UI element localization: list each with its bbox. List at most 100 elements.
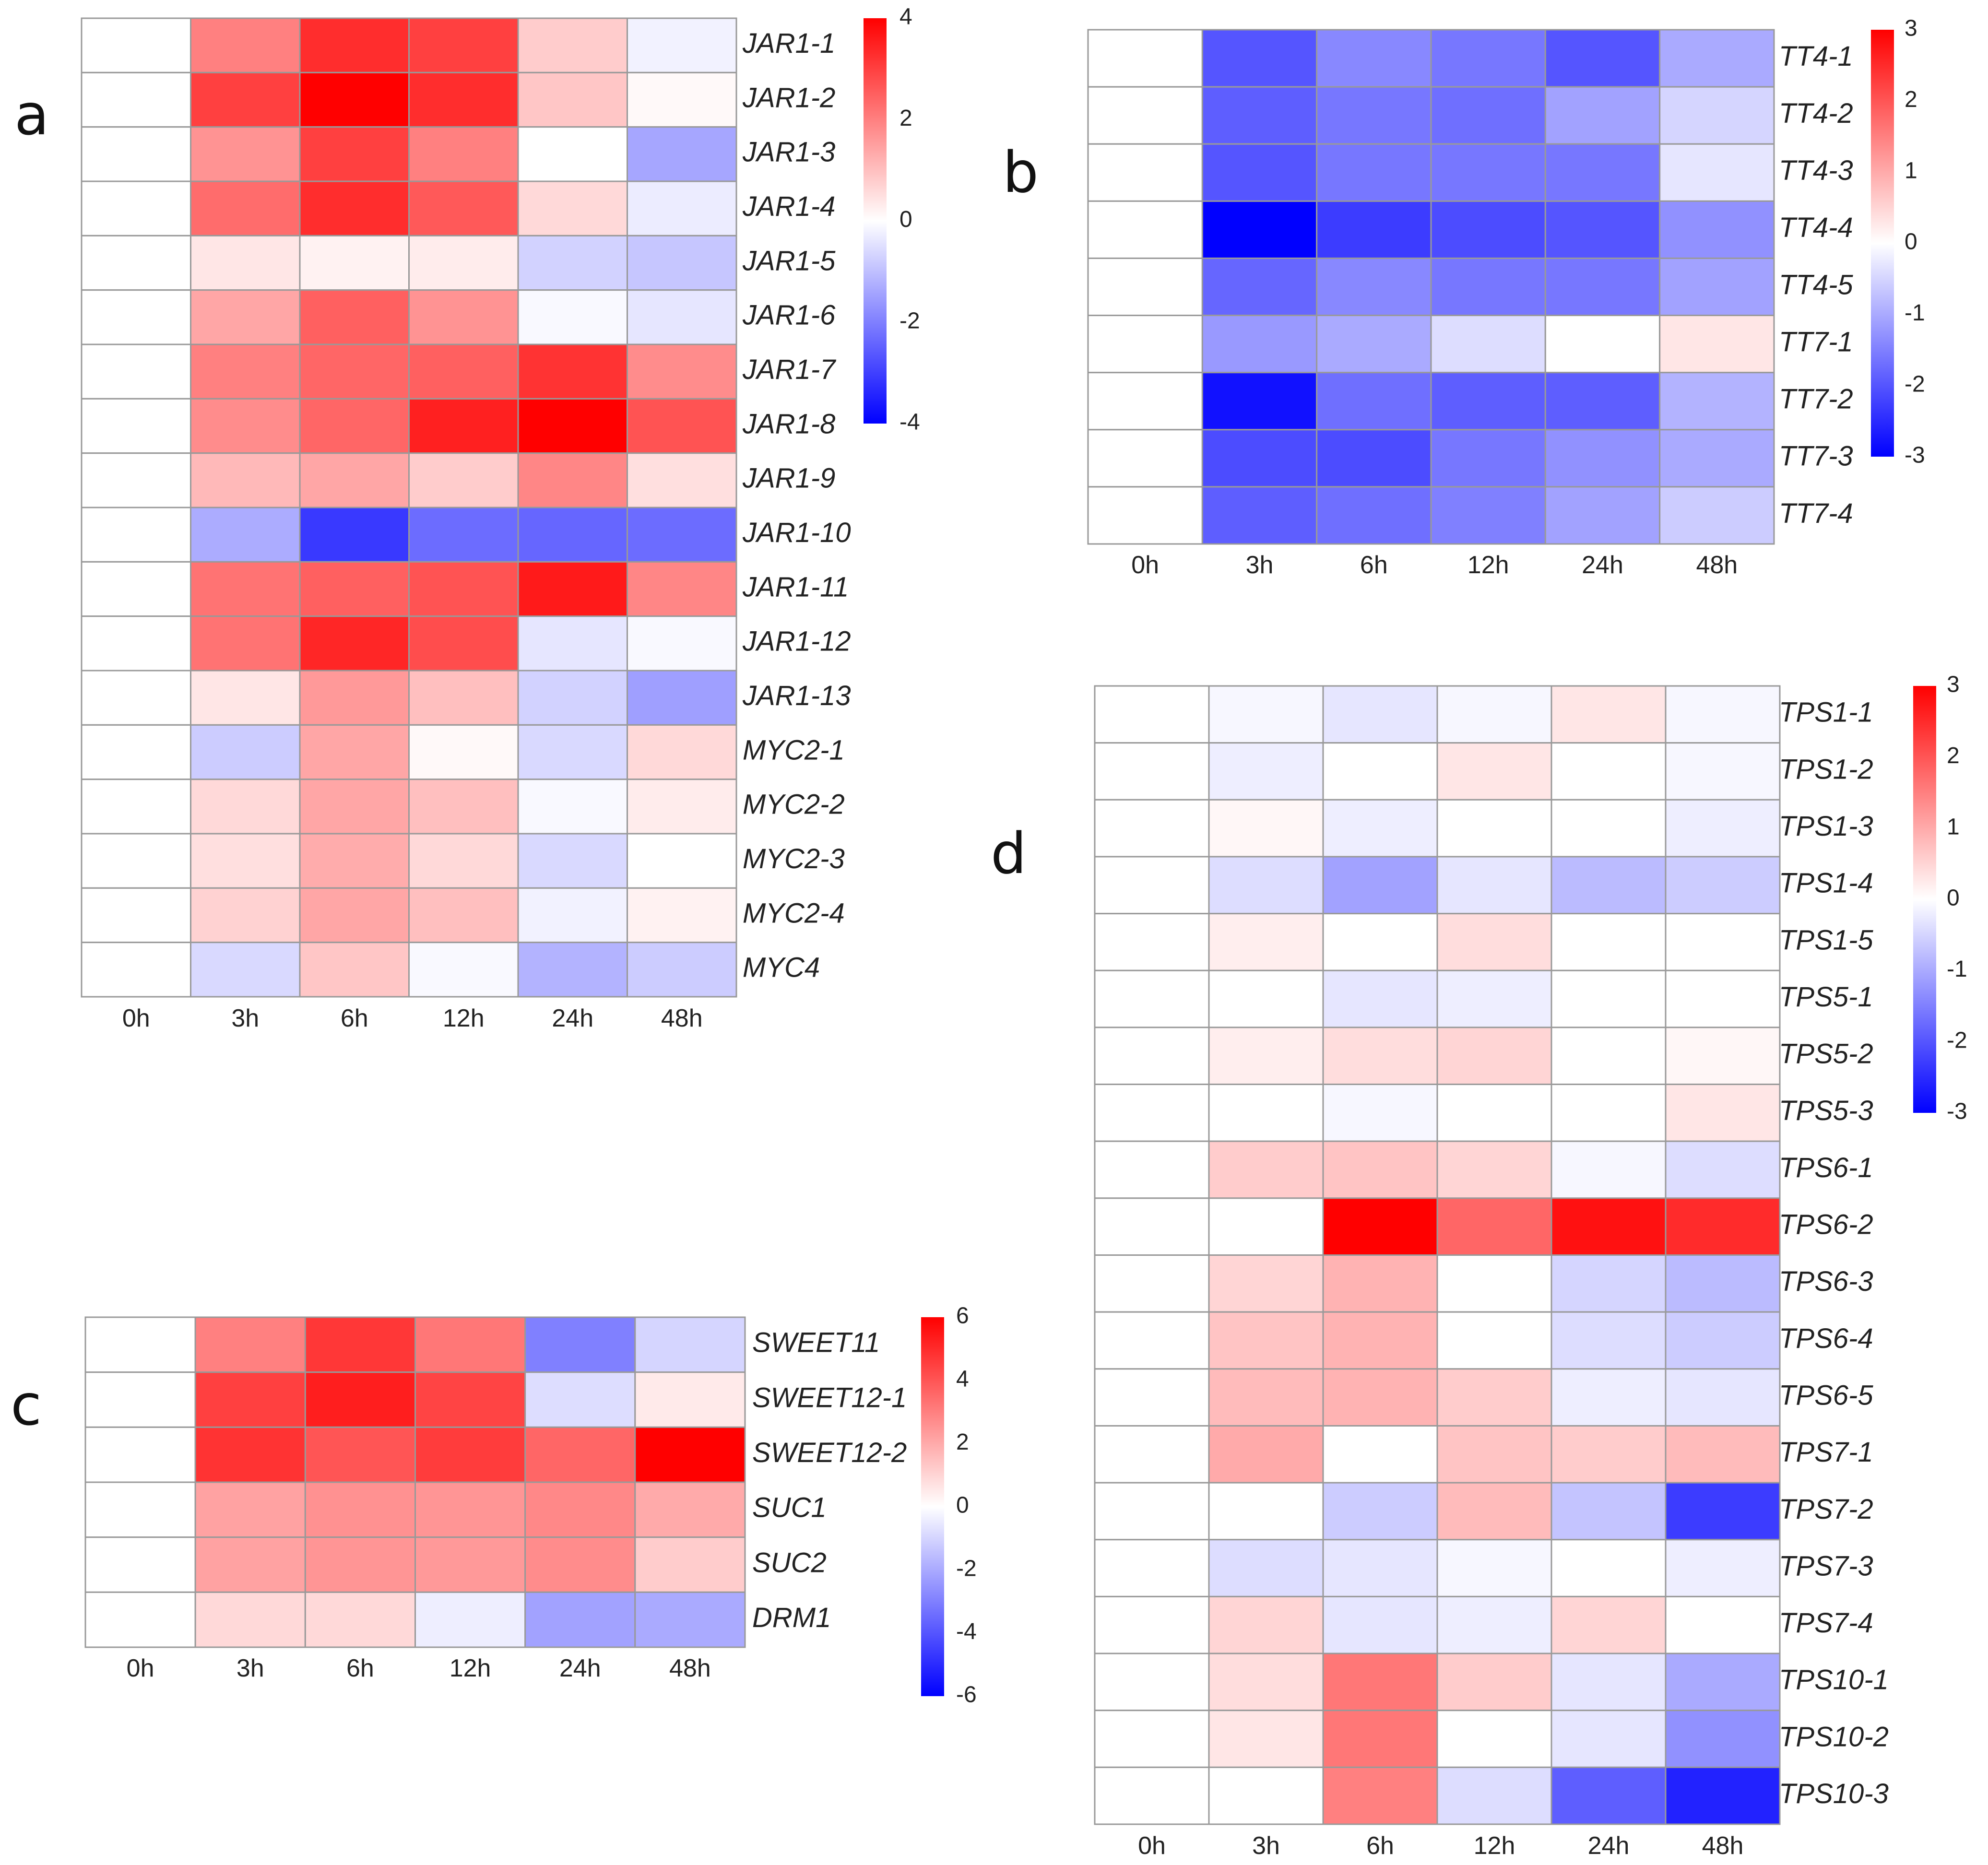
heatmap-cell <box>634 1316 746 1373</box>
heatmap-cell <box>408 670 519 726</box>
heatmap-cell <box>190 452 301 508</box>
heatmap-cell <box>194 1591 306 1648</box>
heatmap-cell <box>194 1536 306 1593</box>
colorbar-tick-label: 0 <box>1905 229 1917 255</box>
heatmap-cell <box>1436 1766 1552 1825</box>
colorbar-tick-label: -6 <box>956 1682 977 1708</box>
row-label: JAR1-4 <box>742 191 835 222</box>
heatmap-cell <box>1436 685 1552 744</box>
heatmap-cell <box>1436 1311 1552 1370</box>
heatmap-cell <box>1550 742 1667 801</box>
heatmap-cell <box>1208 685 1324 744</box>
heatmap-cell <box>1322 1140 1438 1199</box>
row-label: TT7-2 <box>1779 384 1853 415</box>
heatmap-cell <box>81 235 191 291</box>
heatmap-cell <box>1430 200 1546 259</box>
heatmap-panel-b: TT4-1 TT4-2 TT4-3 TT4-4 TT4-5 TT7-1 TT7-2 TT7-3… <box>1087 16 1925 579</box>
colorbar-tick-label: 3 <box>1947 672 1960 697</box>
heatmap-cell <box>627 615 737 672</box>
heatmap-cell <box>1436 913 1552 971</box>
column-label: 12h <box>450 1654 491 1682</box>
row-label: JAR1-11 <box>742 571 849 602</box>
row-label: TPS5-1 <box>1779 981 1873 1013</box>
row-label: TPS1-3 <box>1779 811 1873 842</box>
panel-label-a: a <box>14 82 49 148</box>
heatmap-cell <box>1094 913 1210 971</box>
heatmap-cell <box>1550 1197 1667 1256</box>
heatmap-cell <box>190 235 301 291</box>
heatmap-cell <box>1208 1482 1324 1541</box>
heatmap-cell <box>524 1591 636 1648</box>
heatmap-cell <box>1665 1254 1781 1313</box>
heatmap-cell <box>1659 86 1775 145</box>
heatmap-cell <box>1094 969 1210 1028</box>
heatmap-cell <box>517 126 628 182</box>
row-label: JAR1-3 <box>742 137 835 168</box>
heatmap-cell <box>408 289 519 345</box>
heatmap-cell <box>81 833 191 889</box>
column-label: 6h <box>1360 551 1388 579</box>
heatmap-cell <box>1544 29 1661 88</box>
heatmap-cell <box>299 126 410 182</box>
colorbar-tick-label: 0 <box>899 207 912 232</box>
heatmap-cell <box>299 833 410 889</box>
heatmap-cell <box>1665 1766 1781 1825</box>
column-label: 3h <box>231 1004 259 1032</box>
column-label: 0h <box>127 1654 154 1682</box>
heatmap-cell <box>299 724 410 780</box>
heatmap-cell <box>627 724 737 780</box>
column-label: 6h <box>1366 1832 1394 1860</box>
column-label: 48h <box>661 1004 703 1032</box>
row-label: JAR1-9 <box>742 463 835 494</box>
heatmap-cell <box>1436 1140 1552 1199</box>
heatmap-cell <box>1550 913 1667 971</box>
heatmap-cell <box>408 180 519 236</box>
heatmap-cell <box>1430 315 1546 374</box>
heatmap-cell <box>1208 742 1324 801</box>
heatmap-cell <box>1094 1539 1210 1597</box>
row-label: TT4-4 <box>1779 212 1853 243</box>
heatmap-cell <box>1665 1710 1781 1768</box>
heatmap-cell <box>81 507 191 563</box>
heatmap-cell <box>81 71 191 128</box>
heatmap-cell <box>627 887 737 944</box>
column-label: 24h <box>1588 1832 1630 1860</box>
row-label: TPS1-5 <box>1779 924 1873 956</box>
heatmap-cell <box>524 1316 636 1373</box>
colorbar-tick-label: 2 <box>956 1429 969 1455</box>
heatmap-cell <box>1544 372 1661 431</box>
row-label: TPS6-2 <box>1779 1209 1873 1240</box>
colorbar-tick-label: -2 <box>899 308 920 333</box>
heatmap-cell <box>1201 29 1318 88</box>
row-label: JAR1-5 <box>742 245 836 276</box>
row-label: TT4-3 <box>1779 155 1853 186</box>
heatmap-cell <box>627 289 737 345</box>
colorbar-tick-label: 1 <box>1905 158 1917 183</box>
row-label: TPS6-5 <box>1779 1380 1873 1411</box>
heatmap-cell <box>627 779 737 835</box>
heatmap-cell <box>1094 1482 1210 1541</box>
heatmap-cell <box>81 887 191 944</box>
heatmap-cell <box>81 724 191 780</box>
row-label: TPS7-2 <box>1779 1494 1873 1525</box>
heatmap-cell <box>1550 799 1667 858</box>
heatmap-cell <box>1436 856 1552 915</box>
heatmap-cell <box>414 1481 526 1538</box>
heatmap-cell <box>414 1536 526 1593</box>
heatmap-cell <box>1436 1653 1552 1712</box>
heatmap-cell <box>408 126 519 182</box>
heatmap-cell <box>634 1371 746 1428</box>
heatmap-cell <box>1201 315 1318 374</box>
heatmap-cell <box>1087 372 1203 431</box>
heatmap-cell <box>190 71 301 128</box>
heatmap-cell <box>1322 1254 1438 1313</box>
heatmap-cell <box>517 289 628 345</box>
heatmap-cell <box>299 235 410 291</box>
heatmap-cell <box>517 561 628 617</box>
heatmap-cell <box>1208 1027 1324 1086</box>
heatmap-cell <box>414 1426 526 1483</box>
heatmap-cell <box>190 561 301 617</box>
colorbar-tick-label: -4 <box>899 410 920 435</box>
column-label: 0h <box>1138 1832 1166 1860</box>
heatmap-cell <box>299 887 410 944</box>
